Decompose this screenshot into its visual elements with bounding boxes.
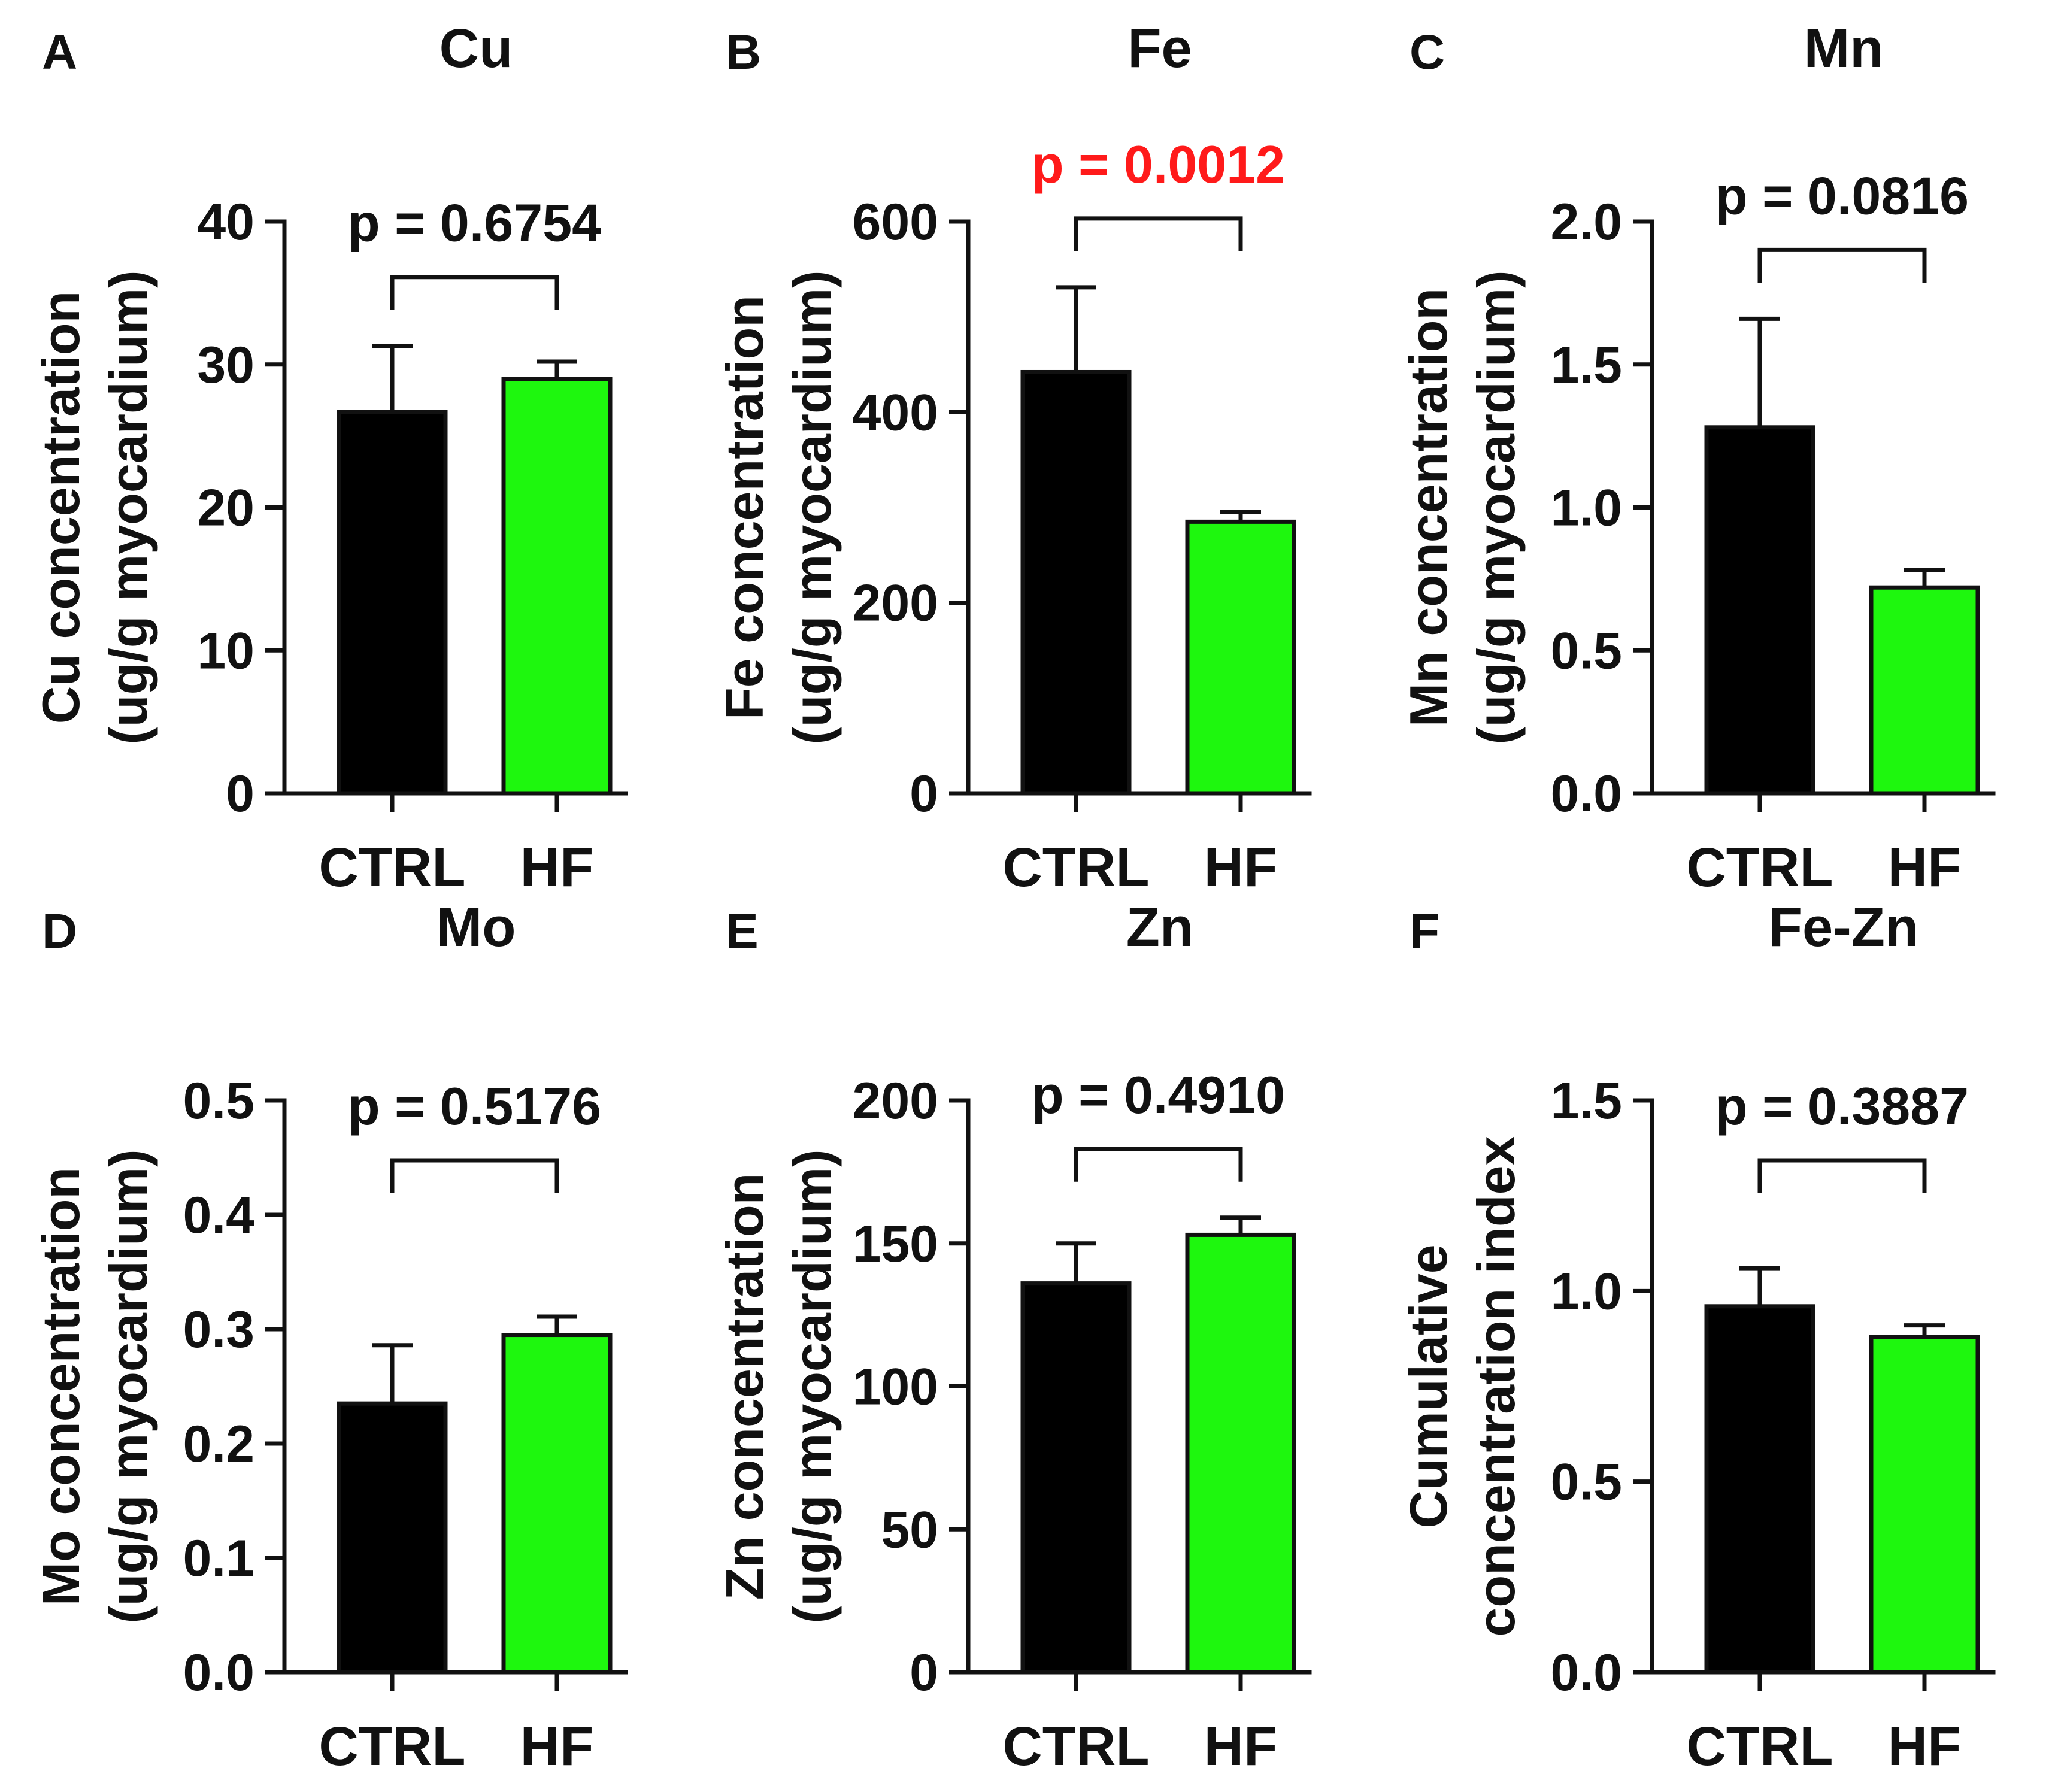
significance-bracket	[390, 1158, 559, 1193]
y-tick-label: 100	[853, 1359, 939, 1416]
bar-ctrl	[1704, 425, 1815, 796]
chart-title: Fe	[1127, 18, 1192, 79]
x-category-label-ctrl: CTRL	[1002, 1716, 1149, 1777]
y-tick-label: 1.5	[1550, 336, 1622, 394]
y-axis-label-line2: (ug/g myocardium)	[99, 270, 158, 744]
panel-c: C Mn Mn concentration (ug/g myocardium) 0.0 0…	[1399, 18, 1996, 898]
bar-ctrl	[337, 410, 448, 796]
p-value-label: p = 0.6754	[348, 193, 601, 253]
bar-hf	[501, 1333, 613, 1675]
y-tick-label: 0	[910, 1644, 938, 1702]
y-tick-label: 0.5	[1550, 622, 1622, 680]
y-tick-label: 20	[197, 480, 254, 537]
bar-ctrl	[1704, 1304, 1815, 1675]
panel-letter: D	[42, 904, 77, 959]
y-tick-label: 0.0	[1550, 765, 1622, 823]
y-tick-label: 50	[881, 1501, 938, 1558]
y-tick-label: 0.1	[183, 1530, 254, 1587]
significance-bracket	[1074, 216, 1243, 251]
y-tick-label: 600	[853, 193, 939, 251]
y-axis-label-line2: (ug/g myocardium)	[99, 1149, 158, 1623]
p-value-label: p = 0.0816	[1715, 166, 1969, 225]
y-tick-label: 0.3	[183, 1301, 254, 1359]
panel-letter: B	[726, 25, 761, 80]
y-tick-label: 200	[853, 1072, 939, 1130]
y-axis-label-line1: Zn concentration	[715, 1173, 774, 1600]
significance-bracket	[1757, 247, 1927, 283]
chart-title: Fe-Zn	[1769, 897, 1918, 958]
y-tick-label: 0.2	[183, 1415, 254, 1473]
bar-ctrl	[1020, 369, 1132, 796]
y-tick-label: 10	[197, 622, 254, 680]
y-tick-label: 200	[853, 575, 939, 632]
x-category-label-hf: HF	[520, 1716, 594, 1777]
y-axis-label-line2: (ug/g myocardium)	[783, 270, 842, 744]
bar-ctrl	[337, 1401, 448, 1675]
chart-title: Zn	[1126, 897, 1193, 958]
bar-hf	[1869, 1335, 1980, 1675]
panel-d: D Mo Mo concentration (ug/g myocardium) 0.0 0…	[31, 897, 628, 1777]
y-tick-label: 0	[910, 765, 938, 823]
significance-bracket	[1757, 1158, 1927, 1193]
y-tick-label: 1.0	[1550, 480, 1622, 537]
x-category-label-hf: HF	[1204, 837, 1278, 898]
chart-title: Mn	[1804, 18, 1884, 79]
x-category-label-hf: HF	[1204, 1716, 1278, 1777]
bar-hf	[1185, 519, 1296, 796]
panel-b: B Fe Fe concentration (ug/g myocardium) 0 200…	[715, 18, 1312, 898]
y-axis-label-line2: (ug/g myocardium)	[1466, 270, 1526, 744]
chart-title: Cu	[440, 18, 513, 79]
x-category-label-ctrl: CTRL	[319, 837, 465, 898]
bar-ctrl	[1020, 1281, 1132, 1675]
chart-title: Mo	[437, 897, 516, 958]
y-tick-label: 0	[226, 765, 254, 823]
y-axis-label-line1: Fe concentration	[715, 295, 774, 720]
p-value-label: p = 0.5176	[348, 1077, 601, 1136]
y-tick-label: 1.5	[1550, 1072, 1622, 1130]
panel-f: F Fe-Zn Cumulative concentration index 0.0 0.…	[1399, 897, 1996, 1777]
y-axis-label-line2: (ug/g myocardium)	[783, 1149, 842, 1623]
y-axis-label-line1: Mo concentration	[31, 1167, 90, 1606]
y-tick-label: 0.0	[1550, 1644, 1622, 1702]
x-category-label-hf: HF	[520, 837, 594, 898]
significance-bracket	[390, 275, 559, 310]
panel-e: E Zn Zn concentration (ug/g myocardium) 0 50 1…	[715, 897, 1312, 1777]
y-tick-label: 0.5	[1550, 1454, 1622, 1511]
y-tick-label: 30	[197, 336, 254, 394]
y-tick-label: 400	[853, 384, 939, 441]
panel-letter: E	[726, 904, 759, 959]
y-tick-label: 1.0	[1550, 1263, 1622, 1320]
x-category-label-ctrl: CTRL	[1002, 837, 1149, 898]
y-tick-label: 40	[197, 193, 254, 251]
y-tick-label: 0.0	[183, 1644, 254, 1702]
y-tick-label: 0.4	[183, 1187, 254, 1244]
bar-hf	[501, 377, 613, 796]
p-value-label: p = 0.0012	[1032, 135, 1285, 194]
x-category-label-ctrl: CTRL	[1686, 1716, 1833, 1777]
panel-letter: F	[1410, 904, 1439, 959]
bar-hf	[1185, 1232, 1296, 1675]
panel-letter: A	[42, 25, 77, 80]
x-category-label-ctrl: CTRL	[1686, 837, 1833, 898]
y-tick-label: 150	[853, 1215, 939, 1273]
y-tick-label: 2.0	[1550, 193, 1622, 251]
panel-letter: C	[1410, 25, 1445, 80]
y-axis-label-line1: Cu concentration	[31, 291, 90, 724]
p-value-label: p = 0.4910	[1032, 1065, 1285, 1124]
y-axis-label-line1: Cumulative	[1399, 1244, 1458, 1528]
y-axis-label-line2: concentration index	[1466, 1136, 1526, 1636]
p-value-label: p = 0.3887	[1715, 1077, 1969, 1136]
panel-a: A Cu Cu concentration (ug/g myocardium) 0 10 2…	[31, 18, 628, 898]
x-category-label-ctrl: CTRL	[319, 1716, 465, 1777]
bar-hf	[1869, 585, 1980, 796]
y-tick-label: 0.5	[183, 1072, 254, 1130]
x-category-label-hf: HF	[1888, 1716, 1962, 1777]
significance-bracket	[1074, 1147, 1243, 1182]
y-axis-label-line1: Mn concentration	[1399, 288, 1458, 727]
x-category-label-hf: HF	[1888, 837, 1962, 898]
